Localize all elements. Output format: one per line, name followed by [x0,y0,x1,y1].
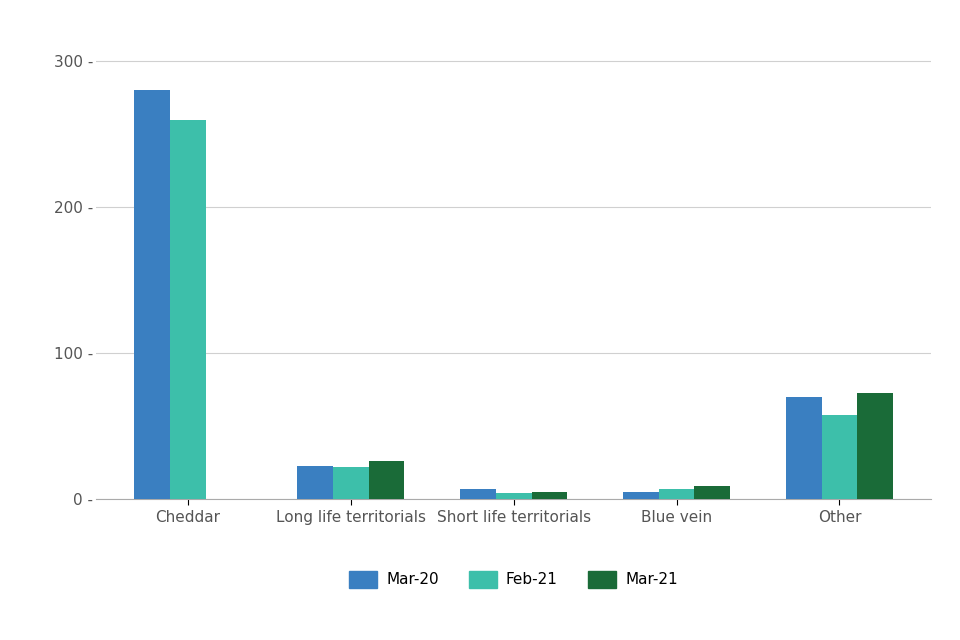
Legend: Mar-20, Feb-21, Mar-21: Mar-20, Feb-21, Mar-21 [344,564,684,595]
Bar [460,489,495,499]
Bar [694,486,731,499]
Bar [785,397,822,499]
Bar [369,461,404,499]
Bar [297,466,333,499]
Bar [170,120,205,499]
Bar [623,492,659,499]
Bar [333,467,369,499]
Bar [857,392,893,499]
Bar [134,90,170,499]
Bar [822,415,857,499]
Bar [495,493,532,499]
Bar [659,489,694,499]
Bar [532,492,567,499]
